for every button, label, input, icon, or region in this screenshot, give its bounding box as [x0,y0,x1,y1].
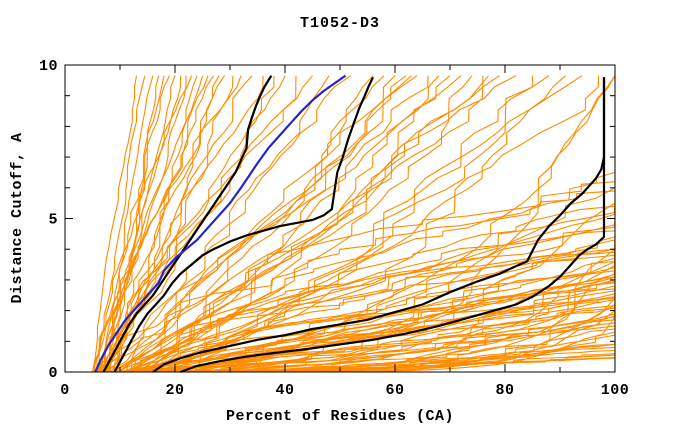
tick-labels-layer: 0 20 40 60 80 100 0 5 10 [39,58,629,399]
model-line [98,75,193,373]
x-axis-label: Percent of Residues (CA) [226,408,454,425]
axes-layer [64,64,616,373]
model-line [229,349,616,373]
model-line [152,230,616,373]
model-line [174,270,616,373]
black-steep-1 [102,75,273,373]
model-line [96,75,146,373]
y-tick-label: 5 [48,212,58,229]
model-line [125,187,616,373]
model-line [100,75,154,373]
model-line [128,75,600,373]
black-steep-2 [113,76,374,373]
model-line [136,224,616,373]
model-line [125,75,517,373]
model-line [130,75,616,373]
y-tick-label: 0 [48,365,58,382]
model-lines-layer [91,75,616,373]
model-line [105,75,253,373]
x-tick-label: 80 [495,382,514,399]
model-line [101,75,176,373]
model-line [138,75,489,373]
black-band-upper [152,77,606,373]
model-line [105,75,160,373]
model-line [108,75,225,373]
chart-title: T1052-D3 [300,15,380,32]
x-tick-label: 100 [601,382,630,399]
model-line [185,357,616,373]
x-tick-label: 40 [275,382,294,399]
model-line [147,273,616,373]
x-tick-label: 0 [60,382,70,399]
model-line [163,257,616,373]
model-line [119,171,616,373]
y-axis-label: Distance Cutoff, A [9,132,26,303]
x-tick-label: 60 [385,382,404,399]
model-line [104,75,352,373]
x-tick-label: 20 [165,382,184,399]
blue-line [94,74,347,373]
model-line [125,190,616,373]
black-band-lower [180,77,606,374]
model-line [136,200,616,373]
model-line [99,75,214,372]
model-line [157,316,616,373]
model-line [125,75,407,373]
model-line [119,75,396,373]
model-line [95,75,209,373]
model-line [122,75,583,373]
model-line [119,75,500,373]
model-line [130,181,616,373]
model-line [91,75,138,373]
model-line [97,75,275,373]
model-line [128,75,462,373]
model-line [110,75,313,373]
model-line [133,75,473,373]
model-line [93,75,165,373]
model-line [147,244,616,373]
model-line [117,75,566,373]
highlight-lines-layer [94,74,606,374]
model-line [94,75,187,373]
model-line [113,75,385,373]
model-line [136,75,550,373]
model-line [169,202,616,373]
y-tick-label: 10 [39,58,58,75]
model-line [106,75,297,373]
model-line [130,211,616,373]
